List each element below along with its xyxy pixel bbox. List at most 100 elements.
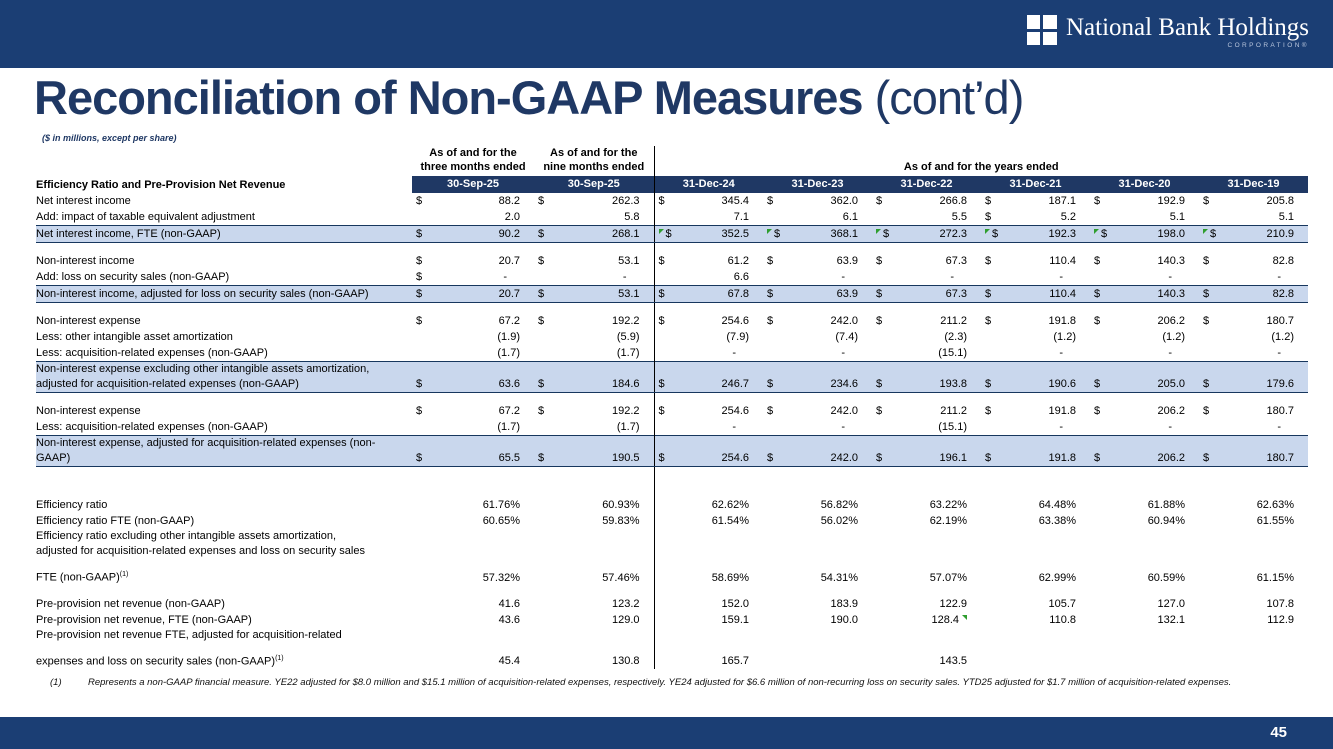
cell-prefix: $ bbox=[981, 287, 991, 302]
page-title-suffix: (cont’d) bbox=[862, 71, 1025, 124]
value-cell: 56.02% bbox=[763, 513, 872, 529]
cell-prefix: $ bbox=[872, 227, 889, 242]
cell-content: $362.0 bbox=[763, 194, 872, 209]
value-cell: 61.88% bbox=[1090, 497, 1199, 513]
cell-content: (1.9) bbox=[412, 330, 534, 345]
dollar-sign: $ bbox=[1203, 255, 1210, 267]
cell-content: 57.32% bbox=[412, 571, 534, 586]
dollar-sign: $ bbox=[538, 195, 545, 207]
cell-content: $352.5 bbox=[655, 227, 764, 242]
cell-value: 82.8 bbox=[1272, 255, 1294, 267]
value-cell: (1.7) bbox=[412, 419, 534, 436]
cell-value: 53.1 bbox=[618, 255, 640, 267]
value-cell: $184.6 bbox=[534, 361, 654, 393]
cell-value: 191.8 bbox=[1048, 452, 1076, 464]
cell-content: $246.7 bbox=[655, 377, 764, 392]
spacer-cell bbox=[981, 586, 1090, 596]
value-cell: $206.2 bbox=[1090, 435, 1199, 467]
row-label: Efficiency ratio FTE (non-GAAP) bbox=[36, 515, 195, 527]
cell-content: $187.1 bbox=[981, 194, 1090, 209]
footnote: (1) Represents a non-GAAP financial meas… bbox=[50, 676, 1305, 689]
cell-prefix: $ bbox=[655, 314, 665, 329]
dollar-sign: $ bbox=[985, 405, 992, 417]
cell-content: 61.76% bbox=[412, 498, 534, 513]
table-row: Non-interest expense excluding other int… bbox=[36, 361, 1308, 393]
spacer-cell bbox=[981, 303, 1090, 314]
dollar-sign: $ bbox=[1094, 255, 1101, 267]
cell-content: 62.63% bbox=[1199, 498, 1308, 513]
dollar-sign: $ bbox=[876, 452, 883, 464]
cell-value: 192.2 bbox=[611, 315, 640, 327]
cell-content: 5.1 bbox=[1090, 210, 1199, 225]
value-cell: 107.8 bbox=[1199, 596, 1308, 612]
cell-content: - bbox=[981, 270, 1090, 285]
value-cell: - bbox=[872, 269, 981, 286]
value-cell: $180.7 bbox=[1199, 403, 1308, 419]
value-cell: (1.7) bbox=[534, 419, 654, 436]
spacer-cell bbox=[36, 467, 412, 498]
spacer-cell bbox=[1199, 586, 1308, 596]
value-cell: $67.3 bbox=[872, 253, 981, 269]
cell-content: 143.5 bbox=[872, 654, 981, 669]
dollar-sign: $ bbox=[1094, 452, 1101, 464]
cell-value: 192.3 bbox=[1048, 228, 1076, 240]
value-cell: 61.76% bbox=[412, 497, 534, 513]
cell-content: $192.3 bbox=[981, 227, 1090, 242]
value-cell: 54.31% bbox=[763, 529, 872, 586]
cell-value: 5.1 bbox=[1169, 211, 1185, 223]
cell-value: 62.19% bbox=[929, 515, 967, 527]
cell-content: 41.6 bbox=[412, 597, 534, 612]
dollar-sign: $ bbox=[985, 288, 992, 300]
cell-prefix: $ bbox=[412, 314, 422, 329]
cell-content: $ - bbox=[412, 270, 534, 285]
cell-content: $5.2 bbox=[981, 210, 1090, 225]
value-cell: 57.07% bbox=[872, 529, 981, 586]
cell-value: - bbox=[503, 271, 507, 283]
cell-value: - bbox=[950, 271, 954, 283]
table-row: Efficiency ratio excluding other intangi… bbox=[36, 529, 1308, 586]
cell-value: 191.8 bbox=[1048, 315, 1076, 327]
cell-content: - bbox=[763, 346, 872, 361]
value-cell: 62.63% bbox=[1199, 497, 1308, 513]
value-cell: $180.7 bbox=[1199, 435, 1308, 467]
spacer-cell bbox=[36, 243, 412, 254]
value-cell: $196.1 bbox=[872, 435, 981, 467]
value-cell bbox=[981, 628, 1090, 670]
value-cell: $211.2 bbox=[872, 313, 981, 329]
cell-prefix: $ bbox=[763, 287, 773, 302]
table-row: Less: acquisition-related expenses (non-… bbox=[36, 419, 1308, 436]
table-row: Net interest income, FTE (non-GAAP) $90.2… bbox=[36, 225, 1308, 243]
cell-content: - bbox=[872, 270, 981, 285]
cell-content: $211.2 bbox=[872, 404, 981, 419]
cell-prefix: $ bbox=[1090, 194, 1100, 209]
cell-value: 61.88% bbox=[1147, 499, 1185, 511]
row-label: Efficiency ratio excluding other intangi… bbox=[36, 529, 412, 586]
dollar-sign: $ bbox=[658, 255, 665, 267]
spacer-cell bbox=[872, 303, 981, 314]
cell-content: $67.3 bbox=[872, 254, 981, 269]
value-cell: 2.0 bbox=[412, 209, 534, 226]
cell-value: 110.8 bbox=[1049, 613, 1076, 626]
page-title: Reconciliation of Non-GAAP Measures (con… bbox=[34, 70, 1025, 125]
spacer-row bbox=[36, 242, 1308, 254]
cell-content: $193.8 bbox=[872, 377, 981, 392]
top-banner: National Bank Holdings CORPORATION® bbox=[0, 0, 1333, 68]
row-label-line: adjusted for acquisition-related expense… bbox=[36, 378, 299, 390]
value-cell: $268.1 bbox=[534, 225, 654, 243]
cell-value: 54.31% bbox=[820, 571, 858, 584]
cell-value: 67.2 bbox=[498, 405, 520, 417]
cell-content: - bbox=[655, 420, 764, 435]
cell-content: (7.4) bbox=[763, 330, 872, 345]
cell-value: 242.0 bbox=[830, 405, 858, 417]
cell-value: 62.63% bbox=[1256, 499, 1294, 511]
cell-content: 5.5 bbox=[872, 210, 981, 225]
value-cell: (7.4) bbox=[763, 329, 872, 345]
value-cell: (1.7) bbox=[534, 345, 654, 362]
dollar-sign: $ bbox=[538, 228, 545, 240]
cell-content: 2.0 bbox=[412, 210, 534, 225]
cell-value: - bbox=[1059, 347, 1063, 359]
cell-value: 211.2 bbox=[940, 315, 967, 327]
cell-content: $67.3 bbox=[872, 287, 981, 302]
value-cell: $110.4 bbox=[981, 253, 1090, 269]
cell-prefix: $ bbox=[412, 377, 422, 392]
